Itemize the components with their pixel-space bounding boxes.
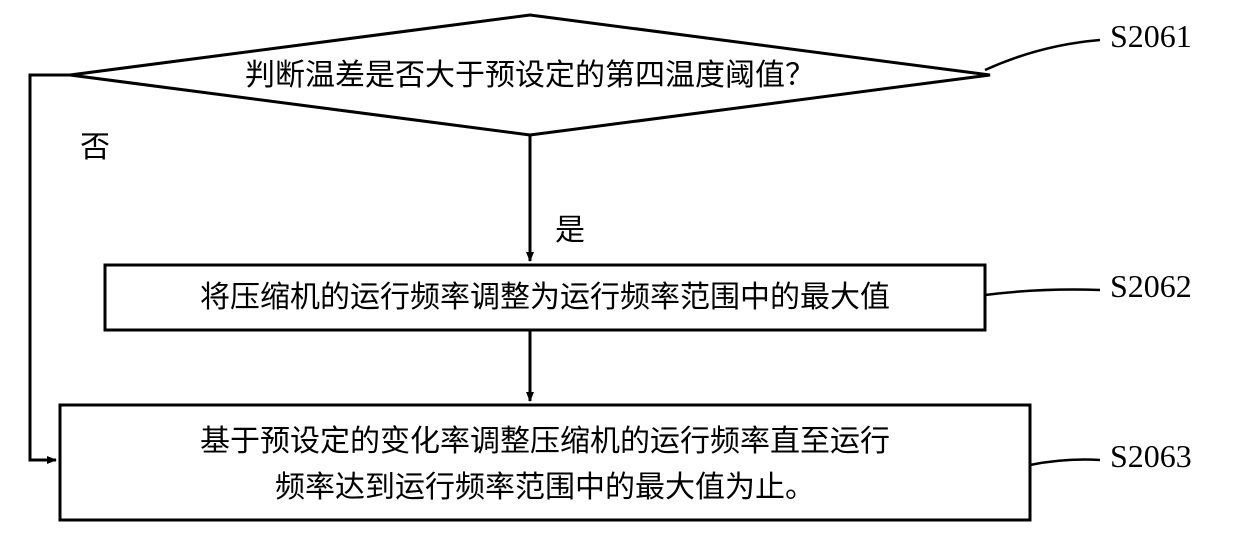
proc2-text-line1: 基于预设定的变化率调整压缩机的运行频率直至运行 [75, 422, 1015, 463]
edge-no [30, 75, 70, 460]
step-label-s2061: S2061 [1110, 18, 1192, 55]
leader-s2063 [1030, 460, 1100, 465]
flowchart-canvas: 判断温差是否大于预设定的第四温度阈值？ 将压缩机的运行频率调整为运行频率范围中的… [0, 0, 1240, 550]
decision-text: 判断温差是否大于预设定的第四温度阈值？ [170, 56, 890, 97]
edge-yes-label: 是 [555, 205, 585, 249]
step-label-s2062: S2062 [1110, 268, 1192, 305]
edge-no-label: 否 [80, 122, 110, 166]
proc2-text-line2: 频率达到运行频率范围中的最大值为止。 [75, 468, 1015, 509]
step-label-s2063: S2063 [1110, 438, 1192, 475]
proc1-text: 将压缩机的运行频率调整为运行频率范围中的最大值 [115, 278, 975, 319]
leader-s2061 [985, 40, 1100, 70]
leader-s2062 [985, 290, 1100, 295]
